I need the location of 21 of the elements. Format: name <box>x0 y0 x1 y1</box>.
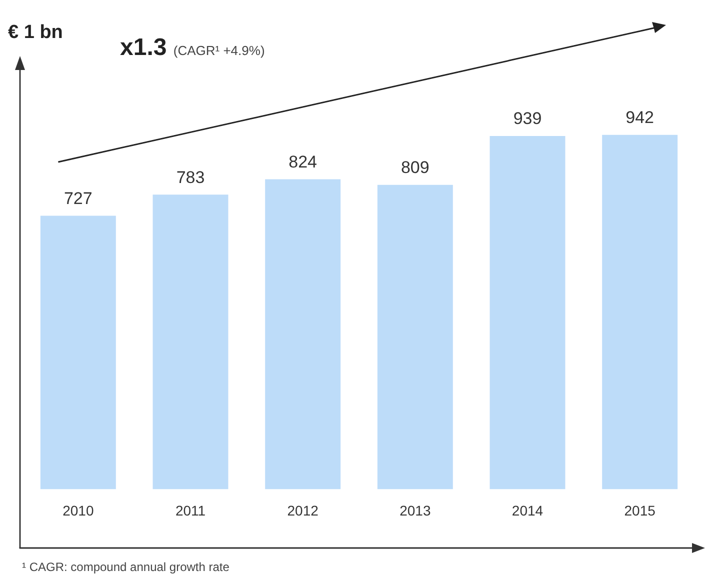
bar <box>265 179 341 490</box>
x-tick-label: 2014 <box>512 502 544 518</box>
x-tick-label: 2013 <box>400 502 431 518</box>
x-tick-label: 2015 <box>624 502 656 518</box>
data-label: 942 <box>626 108 654 128</box>
bar <box>377 184 453 490</box>
data-label: 939 <box>513 109 542 128</box>
data-label: 783 <box>176 168 205 187</box>
bar <box>152 194 228 490</box>
x-tick-label: 2010 <box>62 502 94 518</box>
data-label: 824 <box>288 152 318 172</box>
text: x1.3 (CAGR¹ +4.9%) <box>120 34 265 62</box>
text: ¹ CAGR: compound annual growth rate <box>22 560 230 574</box>
y-axis-title: € 1 bn <box>8 22 63 44</box>
bar <box>490 136 566 490</box>
x-tick-label: 2012 <box>287 502 319 518</box>
data-label: 727 <box>64 188 92 208</box>
bar <box>40 216 116 490</box>
data-label: 809 <box>400 158 430 178</box>
bar <box>602 134 678 490</box>
x-tick-label: 2011 <box>175 502 206 518</box>
